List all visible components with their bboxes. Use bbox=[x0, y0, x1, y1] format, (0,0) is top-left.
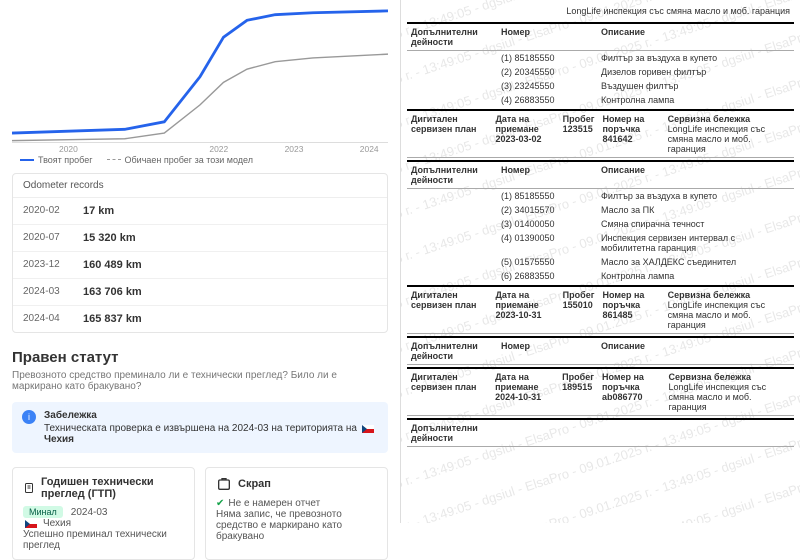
chart-legend: Твоят пробег Обичаен пробег за този моде… bbox=[12, 155, 388, 165]
note-text: Техническата проверка е извършена на 202… bbox=[44, 423, 357, 434]
mileage-chart: 2020 2022 2023 2024 bbox=[12, 0, 388, 153]
inspection-card[interactable]: Годишен технически преглед (ГТП) Минал 2… bbox=[12, 467, 195, 560]
service-document: 13:49:05 - dgsiul - ElsaPro - 09.01.2025… bbox=[400, 0, 800, 523]
flag-icon bbox=[362, 425, 374, 433]
svg-text:2022: 2022 bbox=[209, 144, 228, 153]
svg-text:2020: 2020 bbox=[59, 144, 78, 153]
scrap-icon bbox=[216, 476, 232, 492]
svg-text:2024: 2024 bbox=[360, 144, 379, 153]
table-row[interactable]: 2020-0715 320 km bbox=[13, 225, 387, 252]
table-row[interactable]: 2020-0217 km bbox=[13, 198, 387, 225]
flag-icon bbox=[25, 520, 37, 528]
odometer-records: Odometer records 2020-0217 km2020-0715 3… bbox=[12, 173, 388, 333]
table-row[interactable]: 2024-04165 837 km bbox=[13, 306, 387, 332]
document-icon bbox=[23, 480, 35, 496]
table-row[interactable]: 2023-12160 489 km bbox=[13, 252, 387, 279]
table-row[interactable]: 2024-03163 706 km bbox=[13, 279, 387, 306]
svg-text:2023: 2023 bbox=[285, 144, 304, 153]
legal-subtitle: Превозното средство преминало ли е техни… bbox=[12, 370, 388, 392]
status-badge: Минал bbox=[23, 506, 63, 518]
note-title: Забележка bbox=[44, 410, 378, 421]
legal-note: i Забележка Техническата проверка е извъ… bbox=[12, 402, 388, 453]
legal-title: Правен статут bbox=[12, 349, 388, 366]
scrap-card[interactable]: Скрап ✔ Не е намерен отчет Няма запис, ч… bbox=[205, 467, 388, 560]
odometer-header: Odometer records bbox=[13, 174, 387, 198]
info-icon: i bbox=[22, 410, 36, 424]
